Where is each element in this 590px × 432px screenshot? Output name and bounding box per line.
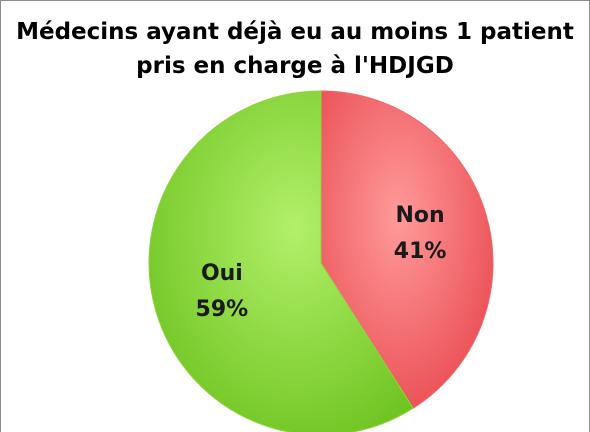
- chart-title: Médecins ayant déjà eu au moins 1 patien…: [16, 19, 574, 79]
- slice-value-label: 41%: [394, 239, 447, 264]
- pie: [148, 90, 494, 432]
- pie-slice: [148, 90, 414, 432]
- slice-label: Non: [396, 203, 445, 228]
- pie-slice: [320, 90, 494, 409]
- slice-label: Oui: [201, 261, 243, 286]
- slice-value-label: 59%: [196, 297, 249, 322]
